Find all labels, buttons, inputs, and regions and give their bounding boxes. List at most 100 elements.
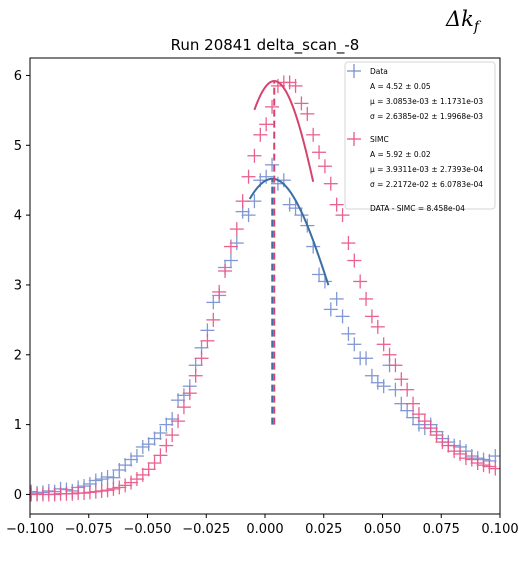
data-point xyxy=(323,302,338,317)
simc-point xyxy=(464,452,479,467)
data-legend-marker xyxy=(347,64,361,78)
simc-point xyxy=(223,239,238,254)
data-legend-label: Data xyxy=(370,67,388,76)
x-tick-label: 0.100 xyxy=(481,522,518,537)
data-point xyxy=(135,439,150,454)
data-point xyxy=(118,458,133,473)
simc-point xyxy=(171,414,186,429)
x-tick-label: 0.050 xyxy=(364,522,401,537)
x-tick-label: −0.100 xyxy=(6,522,54,537)
simc-points xyxy=(30,75,500,502)
data-point xyxy=(229,236,244,251)
data-point xyxy=(100,469,115,484)
x-tick-label: 0.075 xyxy=(423,522,460,537)
simc-point xyxy=(129,472,144,487)
simc-point xyxy=(141,462,156,477)
simc-point xyxy=(388,358,403,373)
simc-point xyxy=(447,444,462,459)
data-legend-stat: A = 4.52 ± 0.05 xyxy=(370,82,431,91)
simc-point xyxy=(394,372,409,387)
simc-point xyxy=(82,485,97,500)
simc-point xyxy=(235,194,250,209)
simc-point xyxy=(482,459,497,474)
simc-point xyxy=(341,236,356,251)
simc-point xyxy=(306,127,321,142)
data-point xyxy=(282,197,297,212)
simc-point xyxy=(347,253,362,268)
simc-legend-stat: A = 5.92 ± 0.02 xyxy=(370,150,431,159)
legend: Data A = 4.52 ± 0.05 μ = 3.0853e-03 ± 1.17… xyxy=(344,61,496,213)
data-point xyxy=(376,379,391,394)
simc-point xyxy=(376,337,391,352)
data-point xyxy=(341,326,356,341)
simc-point xyxy=(288,78,303,93)
x-tick-label: 0.000 xyxy=(246,522,283,537)
simc-point xyxy=(124,475,139,490)
simc-point xyxy=(253,127,268,142)
legend-footer: DATA - SIMC = 8.458e-04 xyxy=(370,204,465,213)
simc-point xyxy=(100,483,115,498)
simc-point xyxy=(429,428,444,443)
simc-point xyxy=(317,159,332,174)
data-point xyxy=(124,452,139,467)
corner-label-main: Δk xyxy=(445,7,474,31)
simc-point xyxy=(382,347,397,362)
corner-label: Δkf xyxy=(445,7,482,35)
simc-point xyxy=(282,75,297,90)
simc-fit-curve xyxy=(253,80,315,182)
y-tick-label: 3 xyxy=(14,278,22,293)
legend-box xyxy=(344,61,496,210)
simc-point xyxy=(312,145,327,160)
simc-point xyxy=(323,176,338,191)
simc-point xyxy=(476,458,491,473)
data-point xyxy=(176,388,191,403)
simc-point xyxy=(106,481,121,496)
corner-label-subscript: f xyxy=(473,19,482,35)
simc-point xyxy=(359,291,374,306)
simc-point xyxy=(176,400,191,415)
plot-clip-group xyxy=(30,75,500,502)
simc-point xyxy=(88,484,103,499)
simc-point xyxy=(112,480,127,495)
simc-point xyxy=(329,197,344,212)
axes: −0.100 −0.075 −0.050 −0.025 0.000 0.025 0.050 0… xyxy=(6,57,519,537)
simc-point xyxy=(294,96,309,111)
simc-point xyxy=(229,222,244,237)
data-fit-curve xyxy=(248,177,330,286)
simc-point xyxy=(335,208,350,223)
data-point xyxy=(400,403,415,418)
simc-point xyxy=(118,478,133,493)
data-point xyxy=(259,169,274,184)
y-tick-label: 1 xyxy=(14,418,22,433)
simc-point xyxy=(77,486,92,501)
simc-point xyxy=(188,368,203,383)
y-tick-label: 6 xyxy=(14,69,22,84)
data-point xyxy=(364,368,379,383)
y-tick-label: 0 xyxy=(14,488,22,503)
x-tick-label: 0.025 xyxy=(305,522,342,537)
simc-point xyxy=(370,319,385,334)
x-tick-label: −0.075 xyxy=(65,522,113,537)
simc-point xyxy=(400,382,415,397)
x-tick-label: −0.025 xyxy=(182,522,230,537)
simc-point xyxy=(241,169,256,184)
data-point xyxy=(153,425,168,440)
simc-point xyxy=(423,421,438,436)
data-legend-stat: σ = 2.6385e-02 ± 1.9968e-03 xyxy=(370,112,483,121)
data-point xyxy=(388,382,403,397)
data-point xyxy=(247,194,262,209)
simc-point xyxy=(411,407,426,422)
simc-legend-label: SIMC xyxy=(370,135,389,144)
simc-legend-stat: σ = 2.2172e-02 ± 6.0783e-04 xyxy=(370,180,483,189)
data-point xyxy=(206,295,221,310)
x-tick-label: −0.050 xyxy=(123,522,171,537)
simc-point xyxy=(153,448,168,463)
data-point xyxy=(241,208,256,223)
simc-point xyxy=(147,456,162,471)
simc-point xyxy=(247,148,262,163)
simc-point xyxy=(65,486,80,501)
simc-point xyxy=(135,467,150,482)
chart-title: Run 20841 delta_scan_-8 xyxy=(171,36,360,55)
simc-point xyxy=(435,435,450,450)
data-point xyxy=(141,437,156,452)
